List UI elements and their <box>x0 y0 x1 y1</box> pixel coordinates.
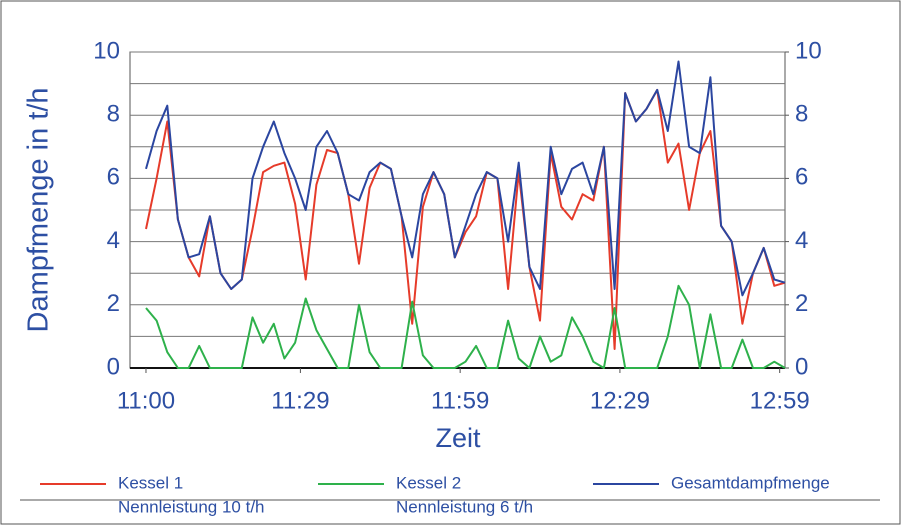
y-tick-label: 8 <box>107 101 120 128</box>
y-axis-label: Dampfmenge in t/h <box>23 87 55 332</box>
legend-sublabel: Nennleistung 6 t/h <box>396 497 533 516</box>
x-axis-label: Zeit <box>435 423 481 453</box>
y-tick-label: 4 <box>107 227 120 254</box>
x-tick-label: 12:59 <box>750 387 810 414</box>
series-line <box>145 284 786 369</box>
legend-label: Kessel 2 <box>396 473 461 492</box>
y2-tick-label: 6 <box>795 164 808 191</box>
y-tick-label: 2 <box>107 290 120 317</box>
series-line <box>145 88 786 350</box>
legend-label: Kessel 1 <box>118 473 183 492</box>
y-tick-label: 6 <box>107 164 120 191</box>
y2-tick-label: 4 <box>795 227 808 254</box>
x-tick-label: 11:00 <box>117 387 175 414</box>
series-line <box>145 60 786 297</box>
y2-tick-label: 10 <box>795 37 822 64</box>
x-tick-label: 11:59 <box>431 387 489 414</box>
x-tick-label: 11:29 <box>271 387 329 414</box>
y-tick-label: 10 <box>93 37 120 64</box>
y2-tick-label: 2 <box>795 290 808 317</box>
y2-tick-label: 8 <box>795 101 808 128</box>
legend-sublabel: Nennleistung 10 t/h <box>118 497 265 516</box>
y-tick-label: 0 <box>107 353 120 380</box>
legend-label: Gesamtdampfmenge <box>671 473 830 492</box>
x-tick-label: 12:29 <box>590 387 650 414</box>
y2-tick-label: 0 <box>795 353 808 380</box>
